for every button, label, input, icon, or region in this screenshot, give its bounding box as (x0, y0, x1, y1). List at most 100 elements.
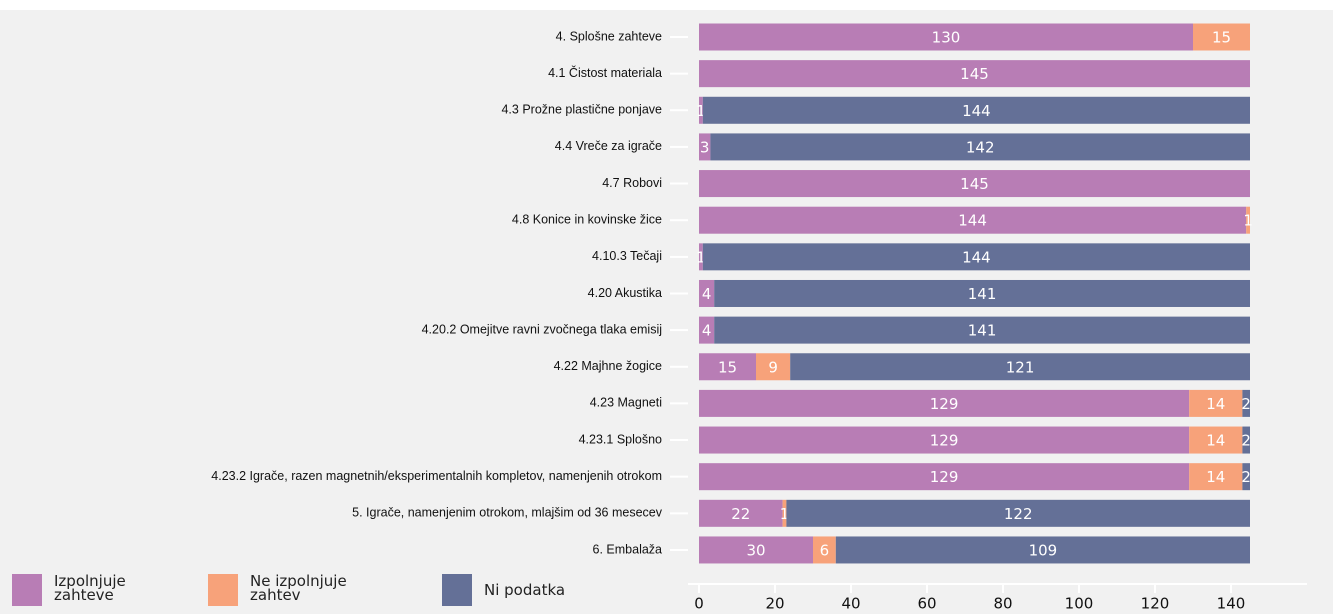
value-label: 2 (1241, 468, 1251, 486)
legend-swatch (208, 574, 238, 606)
value-label: 142 (966, 138, 995, 156)
legend-item: Ni podatka (442, 574, 604, 606)
x-tick-label: 60 (917, 595, 936, 613)
bar-segment (702, 96, 1250, 124)
value-label: 130 (932, 29, 961, 47)
value-label: 15 (1212, 29, 1231, 47)
value-label: 109 (1029, 541, 1058, 559)
bar-segment (1242, 426, 1250, 454)
bar-segment (699, 206, 1247, 234)
value-label: 122 (1004, 505, 1033, 523)
value-label: 141 (968, 322, 997, 340)
bar-segment (699, 60, 1250, 88)
value-label: 145 (960, 65, 989, 83)
bar-segment (699, 389, 1190, 417)
bar-segment (699, 170, 1250, 198)
bar-segment (782, 499, 787, 527)
value-label: 14 (1206, 395, 1225, 413)
x-tick-label: 0 (694, 595, 704, 613)
value-label: 1 (1243, 212, 1253, 230)
value-label: 144 (958, 212, 987, 230)
value-label: 4 (702, 322, 712, 340)
category-label: 4.8 Konice in kovinske žice (512, 212, 662, 226)
value-label: 141 (968, 285, 997, 303)
category-label: 4.4 Vreče za igrače (555, 139, 662, 153)
legend-label: Ni podatka (484, 581, 566, 599)
top-strip (0, 0, 1333, 10)
bar-segment (835, 536, 1250, 564)
bar-segment (1189, 463, 1243, 491)
category-label: 4.1 Čistost materiala (548, 65, 662, 80)
legend-label: Ne izpolnjuje zahtev (250, 572, 347, 604)
value-label: 2 (1241, 395, 1251, 413)
bar-segment (1246, 206, 1250, 234)
value-label: 144 (962, 248, 991, 266)
category-label: 4.23.2 Igrače, razen magnetnih/eksperime… (211, 469, 662, 483)
legend-item: Ne izpolnjuje zahtev (208, 574, 370, 606)
value-label: 1 (696, 248, 706, 266)
value-label: 30 (746, 541, 765, 559)
x-tick-label: 20 (765, 595, 784, 613)
bar-segment (699, 243, 703, 271)
value-label: 22 (731, 505, 750, 523)
value-label: 14 (1206, 432, 1225, 450)
category-label: 5. Igrače, namenjenim otrokom, mlajšim o… (352, 506, 663, 520)
category-label: 4.7 Robovi (602, 176, 662, 190)
bar-segment (1242, 463, 1250, 491)
bar-segment (1193, 23, 1250, 51)
x-tick-label: 120 (1141, 595, 1170, 613)
category-label: 4.20.2 Omejitve ravni zvočnega tlaka emi… (422, 322, 662, 336)
x-tick-label: 80 (993, 595, 1012, 613)
bar-segment (699, 133, 711, 161)
category-label: 4.23.1 Splošno (579, 432, 662, 446)
value-label: 15 (718, 358, 737, 376)
bar-segment (699, 23, 1193, 51)
x-tick-label: 40 (841, 595, 860, 613)
legend-swatch (12, 574, 42, 606)
value-label: 3 (700, 138, 710, 156)
bar-segment (710, 133, 1250, 161)
value-label: 129 (930, 468, 959, 486)
value-label: 129 (930, 395, 959, 413)
legend-item: Izpolnjuje zahteve (12, 574, 174, 606)
value-label: 121 (1006, 358, 1035, 376)
bar-segment (1242, 389, 1250, 417)
x-tick-label: 140 (1217, 595, 1246, 613)
bar-segment (714, 279, 1250, 307)
value-label: 1 (696, 102, 706, 120)
bar-segment (1189, 389, 1243, 417)
legend-swatch (442, 574, 472, 606)
bar-segment (1189, 426, 1243, 454)
value-label: 2 (1241, 432, 1251, 450)
value-label: 6 (820, 541, 830, 559)
bar-segment (699, 463, 1190, 491)
category-label: 4.22 Majhne žogice (554, 359, 662, 373)
value-label: 9 (768, 358, 778, 376)
bar-segment (790, 353, 1250, 381)
bar-segment (699, 426, 1190, 454)
value-label: 1 (780, 505, 790, 523)
bar-segment (714, 316, 1250, 344)
bar-segment (699, 536, 813, 564)
bar-segment (699, 499, 783, 527)
bar-segment (699, 353, 756, 381)
bar-segment (813, 536, 836, 564)
legend-label: Izpolnjuje zahteve (54, 572, 126, 604)
category-label: 4.10.3 Tečaji (592, 249, 662, 263)
x-tick-label: 100 (1065, 595, 1094, 613)
value-label: 129 (930, 432, 959, 450)
value-label: 145 (960, 175, 989, 193)
value-label: 4 (702, 285, 712, 303)
category-label: 4. Splošne zahteve (556, 29, 662, 43)
category-label: 4.3 Prožne plastične ponjave (501, 103, 662, 117)
bar-segment (786, 499, 1250, 527)
bar-segment (699, 279, 715, 307)
category-label: 6. Embalaža (593, 542, 663, 556)
bar-segment (756, 353, 791, 381)
value-label: 144 (962, 102, 991, 120)
category-label: 4.20 Akustika (588, 286, 662, 300)
value-label: 14 (1206, 468, 1225, 486)
bar-segment (699, 316, 715, 344)
